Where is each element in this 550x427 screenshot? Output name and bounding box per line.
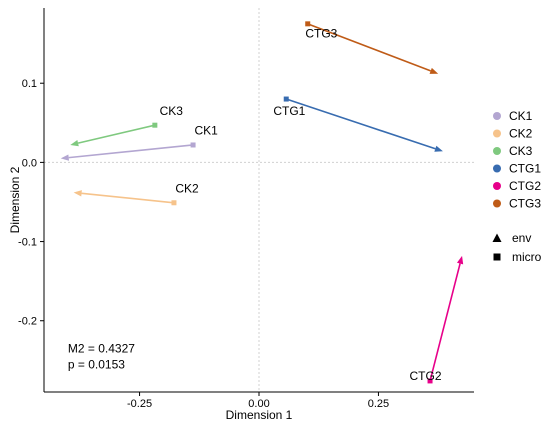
env-arrowhead-ctg1 bbox=[434, 145, 443, 152]
arrow-ck2 bbox=[81, 192, 175, 204]
y-tick-label: -0.2 bbox=[18, 316, 37, 328]
point-label-ck2: CK2 bbox=[175, 181, 199, 195]
x-ticks: -0.25 0.00 0.25 bbox=[127, 392, 389, 410]
legend: CK1 CK2 CK3 CTG1 CTG2 CTG3 env micro bbox=[492, 109, 542, 264]
legend-label-ck3: CK3 bbox=[509, 144, 533, 158]
micro-point-ck2 bbox=[171, 200, 177, 206]
legend-label-env: env bbox=[512, 231, 531, 245]
legend-swatch-ctg2 bbox=[493, 182, 501, 190]
procrustes-arrows bbox=[60, 23, 464, 382]
legend-label-ck1: CK1 bbox=[509, 109, 533, 123]
micro-point-ctg1 bbox=[283, 96, 289, 102]
y-tick-label: 0.1 bbox=[22, 78, 37, 90]
env-arrowhead-ck1 bbox=[60, 154, 70, 161]
legend-label-ctg2: CTG2 bbox=[509, 179, 541, 193]
env-arrowhead-ck2 bbox=[73, 190, 82, 197]
point-label-ck1: CK1 bbox=[195, 124, 219, 138]
point-label-ctg1: CTG1 bbox=[273, 104, 305, 118]
point-label-ctg3: CTG3 bbox=[305, 26, 337, 40]
legend-label-ctg1: CTG1 bbox=[509, 162, 541, 176]
arrow-ck3 bbox=[77, 124, 156, 144]
y-tick-label: 0.0 bbox=[22, 157, 37, 169]
arrow-ck1 bbox=[68, 144, 194, 159]
micro-point-ck1 bbox=[190, 142, 196, 148]
env-arrowhead-ctg2 bbox=[456, 255, 464, 265]
arrow-ctg1 bbox=[285, 98, 436, 150]
x-tick-label: -0.25 bbox=[127, 398, 152, 410]
micro-point-ctg2 bbox=[427, 378, 433, 384]
y-axis-title: Dimension 2 bbox=[8, 166, 22, 233]
point-labels: CK1 CK2 CK3 CTG1 CTG2 CTG3 bbox=[160, 26, 442, 383]
legend-label-ctg3: CTG3 bbox=[509, 197, 541, 211]
x-axis-title: Dimension 1 bbox=[226, 408, 293, 422]
reference-lines bbox=[44, 8, 474, 392]
legend-swatch-ck1 bbox=[493, 112, 501, 120]
arrow-ctg3 bbox=[307, 23, 431, 72]
p-annotation: p = 0.0153 bbox=[68, 357, 125, 371]
legend-swatch-ck3 bbox=[493, 147, 501, 155]
arrow-ctg2 bbox=[429, 263, 461, 382]
micro-point-ck3 bbox=[152, 122, 158, 128]
micro-point-ctg3 bbox=[305, 21, 311, 27]
legend-swatch-ctg1 bbox=[493, 164, 501, 173]
point-label-ctg2: CTG2 bbox=[410, 369, 442, 383]
y-ticks: 0.1 0.0 -0.1 -0.2 bbox=[18, 78, 44, 328]
y-tick-label: -0.1 bbox=[18, 237, 37, 249]
legend-label-ck2: CK2 bbox=[509, 127, 533, 141]
legend-square-icon bbox=[493, 253, 501, 261]
micro-markers bbox=[152, 21, 433, 384]
x-tick-label: 0.25 bbox=[368, 398, 389, 410]
env-arrowhead-ck3 bbox=[70, 140, 79, 147]
legend-swatch-ctg3 bbox=[493, 199, 501, 208]
m2-annotation: M2 = 0.4327 bbox=[68, 341, 135, 355]
x-tick-label: 0.00 bbox=[248, 398, 269, 410]
legend-triangle-icon bbox=[492, 233, 502, 242]
env-arrowhead-ctg3 bbox=[429, 67, 439, 74]
legend-label-micro: micro bbox=[512, 250, 542, 264]
legend-swatch-ck2 bbox=[493, 129, 501, 138]
point-label-ck3: CK3 bbox=[160, 104, 184, 118]
